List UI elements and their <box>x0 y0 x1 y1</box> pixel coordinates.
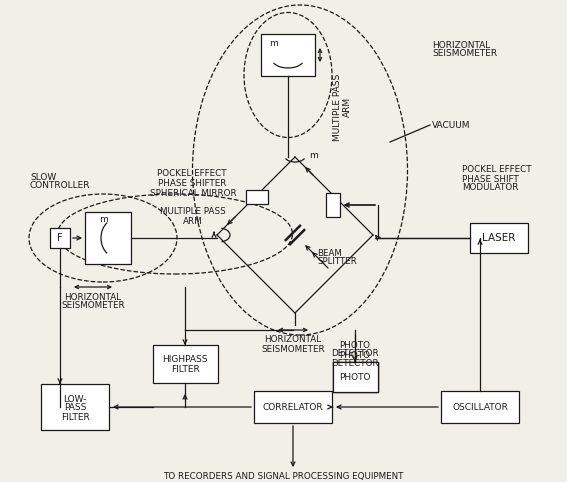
Text: MODULATOR: MODULATOR <box>462 184 518 192</box>
Text: SPLITTER: SPLITTER <box>317 257 357 267</box>
Bar <box>261 34 315 76</box>
Text: DETECTOR: DETECTOR <box>331 349 379 359</box>
Bar <box>85 212 131 264</box>
Text: POCKEL EFFECT: POCKEL EFFECT <box>462 165 532 174</box>
Text: ARM: ARM <box>183 216 203 226</box>
Text: OSCILLATOR: OSCILLATOR <box>452 402 508 412</box>
Text: VACUUM: VACUUM <box>432 120 471 130</box>
Text: ARM: ARM <box>343 97 352 117</box>
Text: SLOW: SLOW <box>30 173 56 182</box>
Text: MULTIPLE PASS: MULTIPLE PASS <box>160 207 226 216</box>
Bar <box>470 223 528 253</box>
Text: SPHERICAL MIRROR: SPHERICAL MIRROR <box>150 189 236 199</box>
Text: BEAM: BEAM <box>317 249 342 257</box>
Text: SEISMOMETER: SEISMOMETER <box>261 345 325 353</box>
Bar <box>246 190 268 204</box>
Text: m: m <box>100 215 108 225</box>
Text: POCKEL EFFECT: POCKEL EFFECT <box>157 170 227 178</box>
Text: LASER: LASER <box>483 233 516 243</box>
Bar <box>50 228 70 248</box>
Bar <box>441 391 519 423</box>
Text: FILTER: FILTER <box>171 365 200 375</box>
Text: SEISMOMETER: SEISMOMETER <box>61 302 125 310</box>
Text: HORIZONTAL: HORIZONTAL <box>65 293 121 302</box>
Text: DETECTOR: DETECTOR <box>331 360 379 369</box>
Text: PHOTO: PHOTO <box>340 350 370 360</box>
Text: HIGHPASS: HIGHPASS <box>162 356 208 364</box>
Bar <box>254 391 332 423</box>
Text: SEISMOMETER: SEISMOMETER <box>432 50 497 58</box>
Bar <box>41 384 109 430</box>
Text: TO RECORDERS AND SIGNAL PROCESSING EQUIPMENT: TO RECORDERS AND SIGNAL PROCESSING EQUIP… <box>163 471 403 481</box>
Text: PHASE SHIFT: PHASE SHIFT <box>462 174 519 184</box>
Text: CORRELATOR: CORRELATOR <box>263 402 323 412</box>
Text: FILTER: FILTER <box>61 413 90 421</box>
Bar <box>326 193 340 217</box>
Text: HORIZONTAL: HORIZONTAL <box>264 335 321 345</box>
Text: m: m <box>309 150 318 160</box>
Bar <box>332 362 378 392</box>
Bar <box>332 362 378 392</box>
Text: CONTROLLER: CONTROLLER <box>30 182 91 190</box>
Text: HORIZONTAL: HORIZONTAL <box>432 40 490 50</box>
Bar <box>153 345 218 383</box>
Text: m: m <box>270 39 278 48</box>
Text: PHOTO: PHOTO <box>339 373 371 381</box>
Bar <box>332 362 378 392</box>
Text: PASS: PASS <box>64 403 86 413</box>
Text: MULTIPLE PASS: MULTIPLE PASS <box>333 73 342 141</box>
Text: LOW-: LOW- <box>64 394 87 403</box>
Text: PHASE SHIFTER: PHASE SHIFTER <box>158 178 226 187</box>
Text: F: F <box>57 233 63 243</box>
Text: PHOTO: PHOTO <box>340 342 370 350</box>
